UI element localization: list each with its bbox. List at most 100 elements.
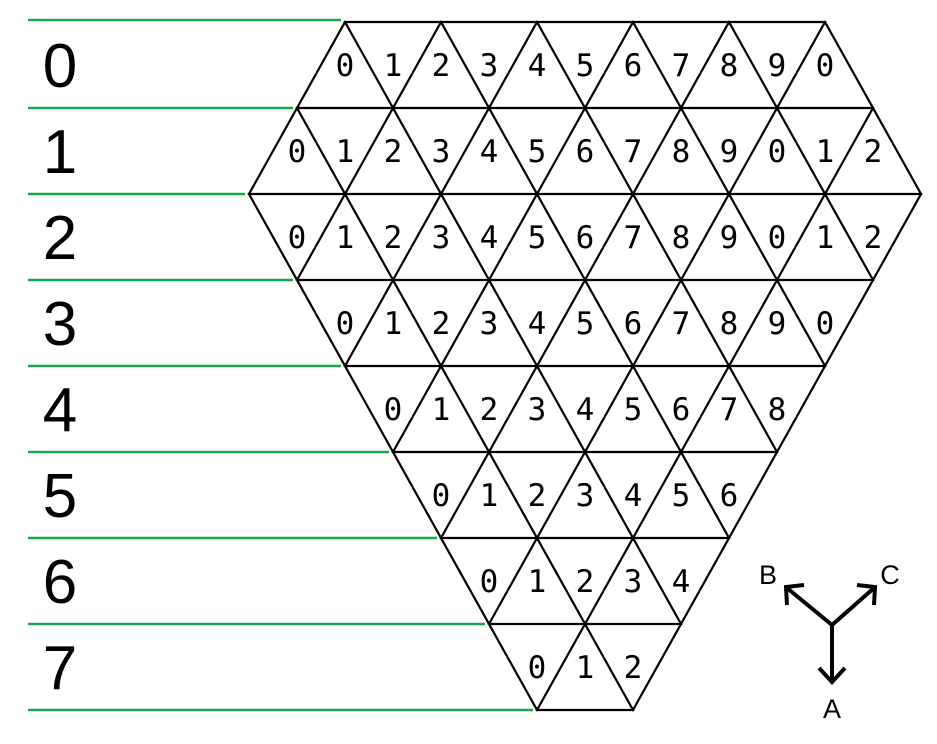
cell-label: 3 (480, 48, 499, 84)
grid-slant-line (727, 192, 779, 282)
cell-label: 5 (576, 48, 595, 84)
row-labels: 0 1 2 3 4 5 6 7 (43, 32, 77, 703)
grid-slant-line (391, 278, 443, 368)
grid-slant-line (391, 364, 443, 454)
grid-slant-line (343, 20, 395, 110)
row-label: 5 (43, 462, 77, 531)
cell-label: 0 (384, 392, 403, 428)
cell-label: 1 (528, 564, 547, 600)
grid-slant-line (679, 20, 731, 110)
grid-slant-line (679, 192, 731, 282)
grid-slant-line (343, 106, 395, 196)
cell-label: 4 (624, 478, 643, 514)
cell-label: 2 (624, 650, 643, 686)
grid-slant-line (823, 106, 875, 196)
grid-slant-line (439, 278, 491, 368)
grid-slant-line (535, 278, 587, 368)
grid-slant-line (295, 106, 347, 196)
grid-slant-line (775, 20, 827, 110)
cell-label: 2 (864, 220, 883, 256)
grid-slant-line (823, 192, 875, 282)
cell-label: 0 (768, 220, 787, 256)
cell-label: 1 (816, 134, 835, 170)
cell-label: 3 (432, 220, 451, 256)
grid-slant-line (535, 20, 587, 110)
cell-label: 2 (384, 220, 403, 256)
grid-slant-line (439, 364, 491, 454)
grid-slant-line (247, 106, 299, 196)
cell-label: 4 (528, 48, 547, 84)
cell-label: 4 (480, 220, 499, 256)
cell-label: 6 (720, 478, 739, 514)
grid-slant-line (679, 106, 731, 196)
cell-label: 0 (528, 650, 547, 686)
grid-slant-line (583, 20, 635, 110)
row-label: 0 (43, 32, 77, 101)
cell-label: 3 (624, 564, 643, 600)
grid-slant-line (775, 192, 827, 282)
cell-label: 0 (768, 134, 787, 170)
cell-label: 4 (480, 134, 499, 170)
cell-label: 0 (432, 478, 451, 514)
cell-label: 5 (528, 220, 547, 256)
grid-slant-line (487, 450, 539, 540)
grid-slant-line (487, 20, 539, 110)
cell-label: 2 (864, 134, 883, 170)
grid-slant-line (439, 450, 491, 540)
cell-label: 7 (672, 306, 691, 342)
cell-label: 8 (672, 220, 691, 256)
grid-slant-line (727, 20, 779, 110)
cell-label: 8 (672, 134, 691, 170)
cell-label: 0 (816, 48, 835, 84)
grid-slant-line (343, 192, 395, 282)
cell-label: 7 (624, 220, 643, 256)
cell-label: 0 (480, 564, 499, 600)
axis-b-label: B (759, 560, 777, 590)
grid-slant-line (391, 20, 443, 110)
row-label: 1 (43, 118, 77, 187)
cell-label: 7 (720, 392, 739, 428)
cell-label: 3 (528, 392, 547, 428)
cell-label: 5 (672, 478, 691, 514)
axis-b-arrow-shaft (785, 586, 834, 627)
grid-slant-line (343, 278, 395, 368)
cell-label: 1 (384, 306, 403, 342)
grid-slant-line (535, 106, 587, 196)
cell-label: 3 (480, 306, 499, 342)
grid-slant-line (727, 106, 779, 196)
grid-slant-line (775, 106, 827, 196)
grid-slant-line (679, 450, 731, 540)
axis-a-arrowhead (817, 666, 847, 685)
grid-slant-line (631, 364, 683, 454)
grid-slant-line (439, 536, 491, 626)
cell-label: 0 (288, 220, 307, 256)
grid-slant-line (439, 20, 491, 110)
cell-label: 5 (528, 134, 547, 170)
grid-slant-line (583, 192, 635, 282)
cell-label: 6 (624, 48, 643, 84)
grid-slant-line (583, 622, 635, 712)
grid-slant-line (343, 364, 395, 454)
grid-slant-line (583, 106, 635, 196)
cell-label: 2 (480, 392, 499, 428)
grid-slant-line (391, 192, 443, 282)
grid-slant-line (583, 278, 635, 368)
grid-slant-line (487, 106, 539, 196)
axis-c-label: C (880, 560, 900, 590)
row-label: 7 (43, 634, 77, 703)
grid-slant-line (535, 450, 587, 540)
cell-label: 4 (528, 306, 547, 342)
cell-label: 1 (336, 134, 355, 170)
cell-label: 5 (576, 306, 595, 342)
grid-slant-line (631, 450, 683, 540)
grid-slant-line (487, 536, 539, 626)
cell-label: 6 (576, 220, 595, 256)
grid-slant-line (727, 278, 779, 368)
grid-slant-line (631, 20, 683, 110)
row-label: 3 (43, 290, 77, 359)
axis-a-label: A (823, 694, 841, 724)
cell-label: 8 (768, 392, 787, 428)
grid-slant-line (439, 106, 491, 196)
grid-slant-line (631, 278, 683, 368)
